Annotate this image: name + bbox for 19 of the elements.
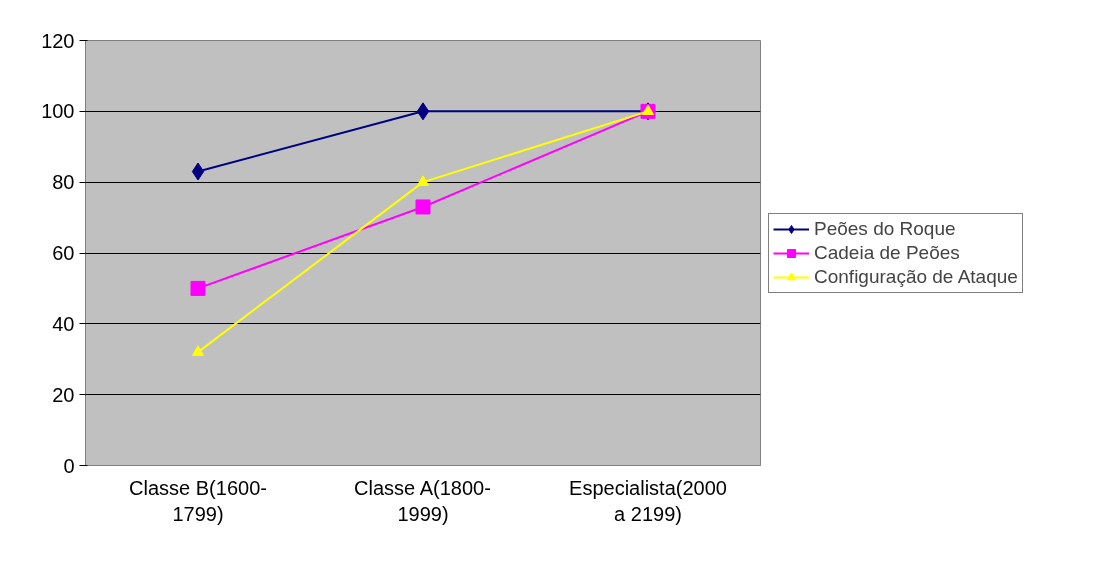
y-tick-label: 20 — [52, 383, 75, 406]
x-tick-label: Especialista(2000 a 2199) — [569, 476, 727, 525]
point — [415, 199, 431, 215]
point — [192, 345, 204, 356]
y-tick-label: 0 — [63, 454, 75, 477]
y-tick-label: 80 — [52, 171, 75, 194]
point — [417, 175, 429, 186]
point — [190, 280, 206, 296]
y-tick-label: 60 — [52, 242, 75, 264]
point — [191, 162, 205, 181]
y-tick-label: 40 — [52, 312, 75, 335]
x-tick-label: Classe A(1800-1999) — [354, 476, 491, 525]
legend-label: Peões do Roque — [814, 217, 956, 240]
x-tick-label: Classe B(1600-1799) — [129, 476, 267, 525]
y-tick-label: 100 — [41, 100, 75, 123]
legend-label: Cadeia de Peões — [814, 241, 960, 264]
y-tick-label: 120 — [41, 29, 75, 52]
legend-label: Configuração de Ataque — [814, 265, 1018, 288]
point — [416, 102, 430, 121]
